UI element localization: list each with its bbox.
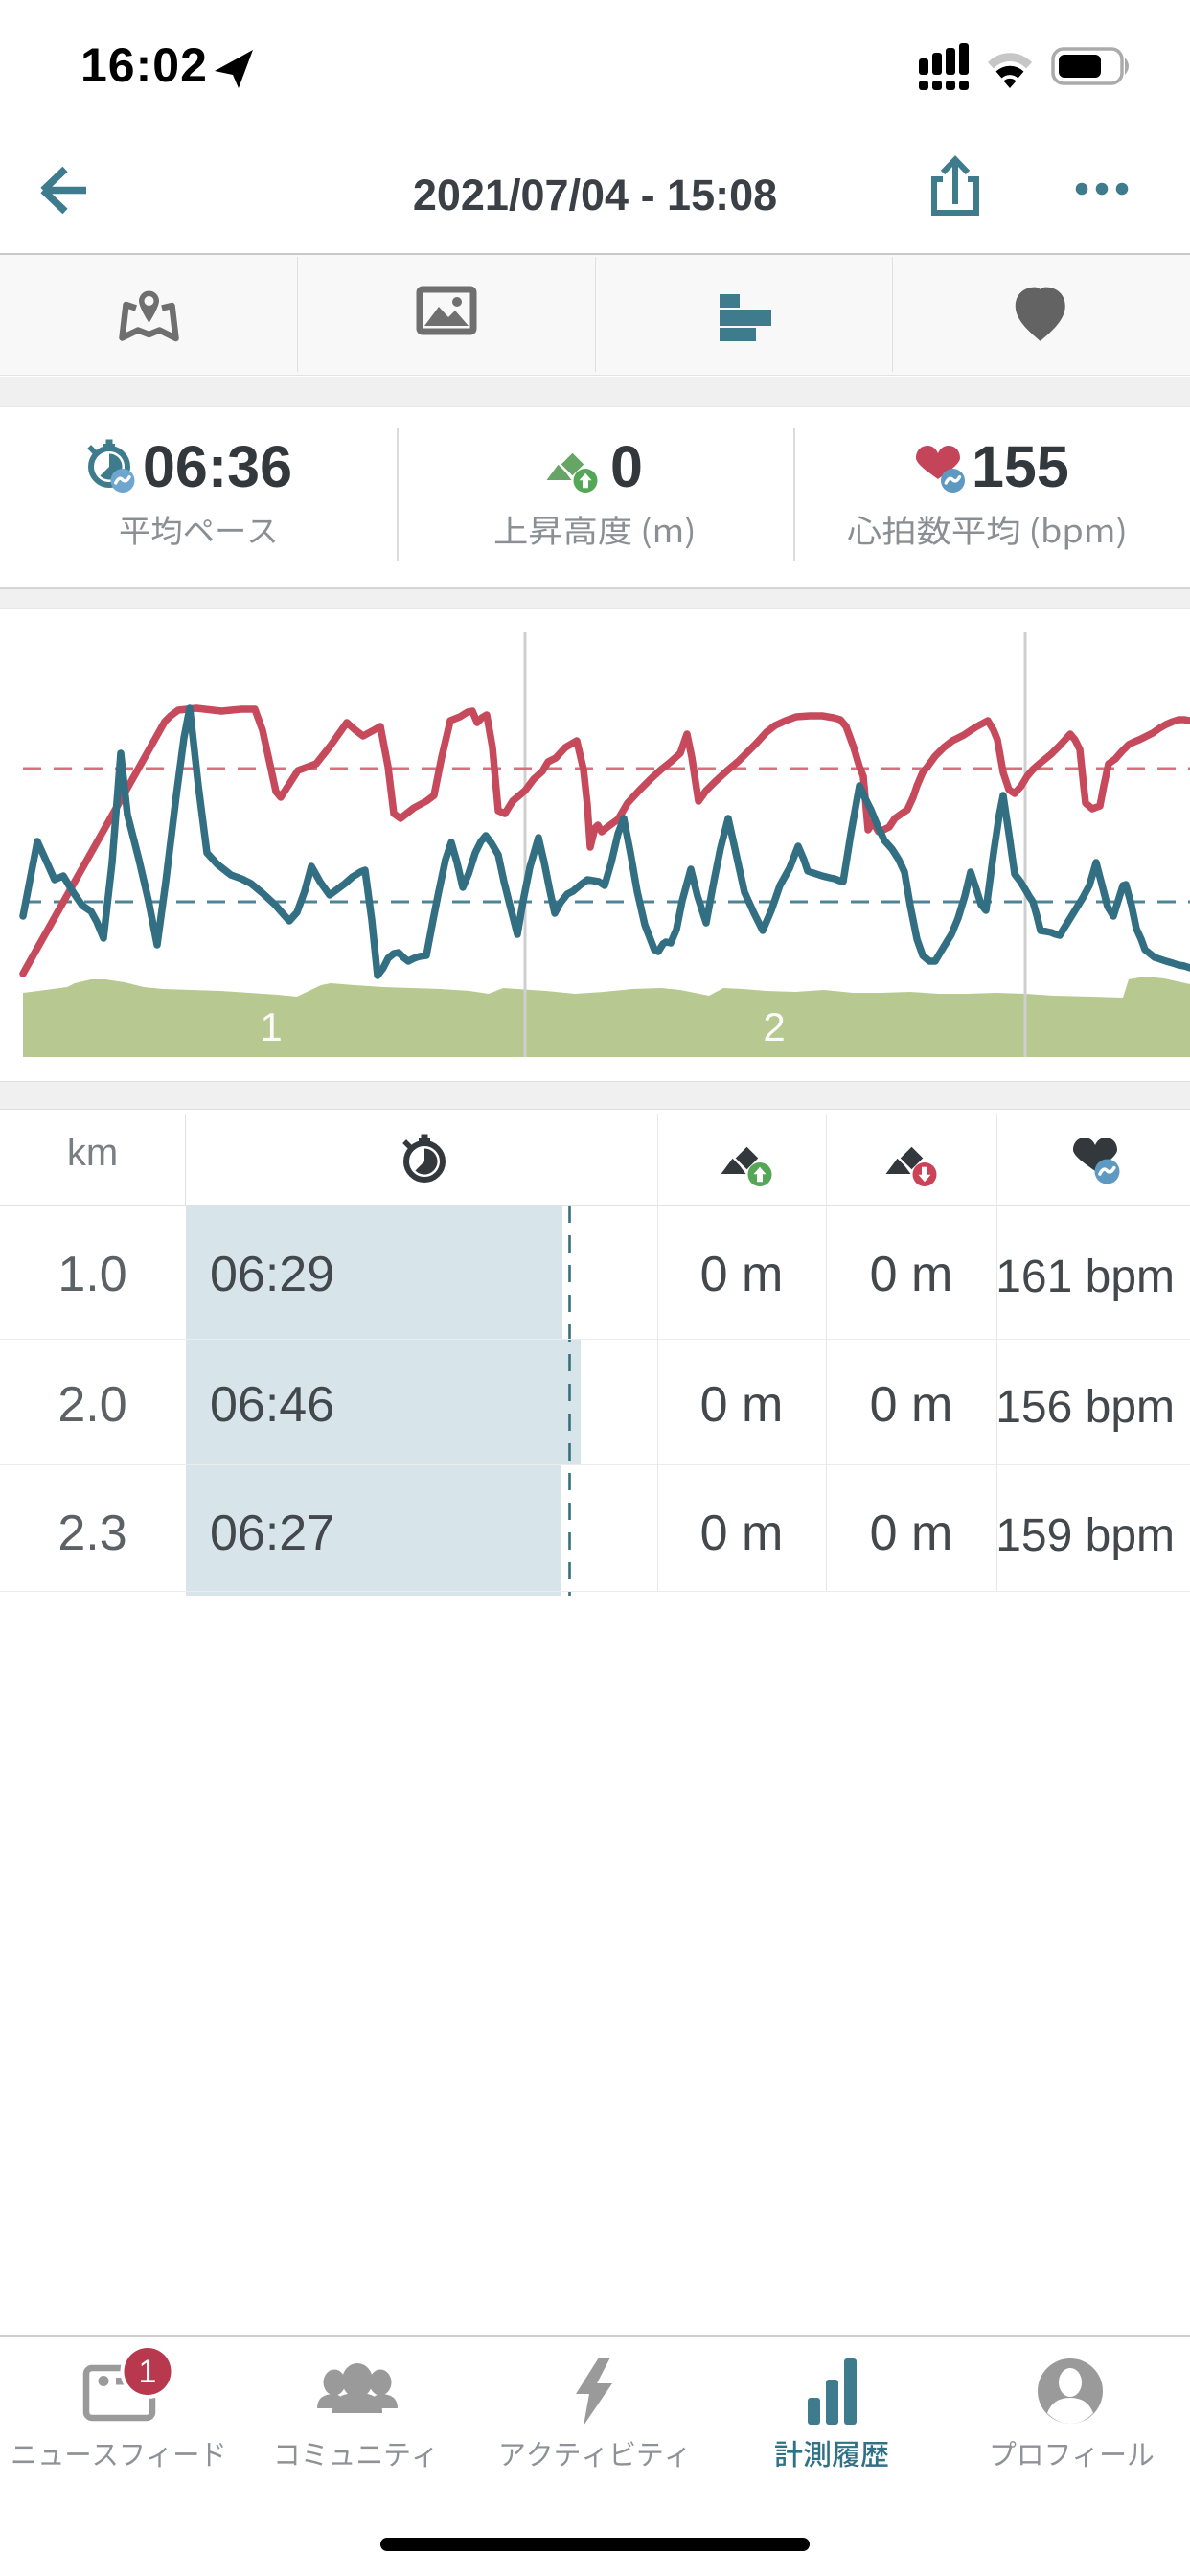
svg-text:2: 2 — [763, 1004, 785, 1049]
svg-text:1: 1 — [139, 2354, 157, 2390]
svg-text:1: 1 — [260, 1004, 282, 1049]
